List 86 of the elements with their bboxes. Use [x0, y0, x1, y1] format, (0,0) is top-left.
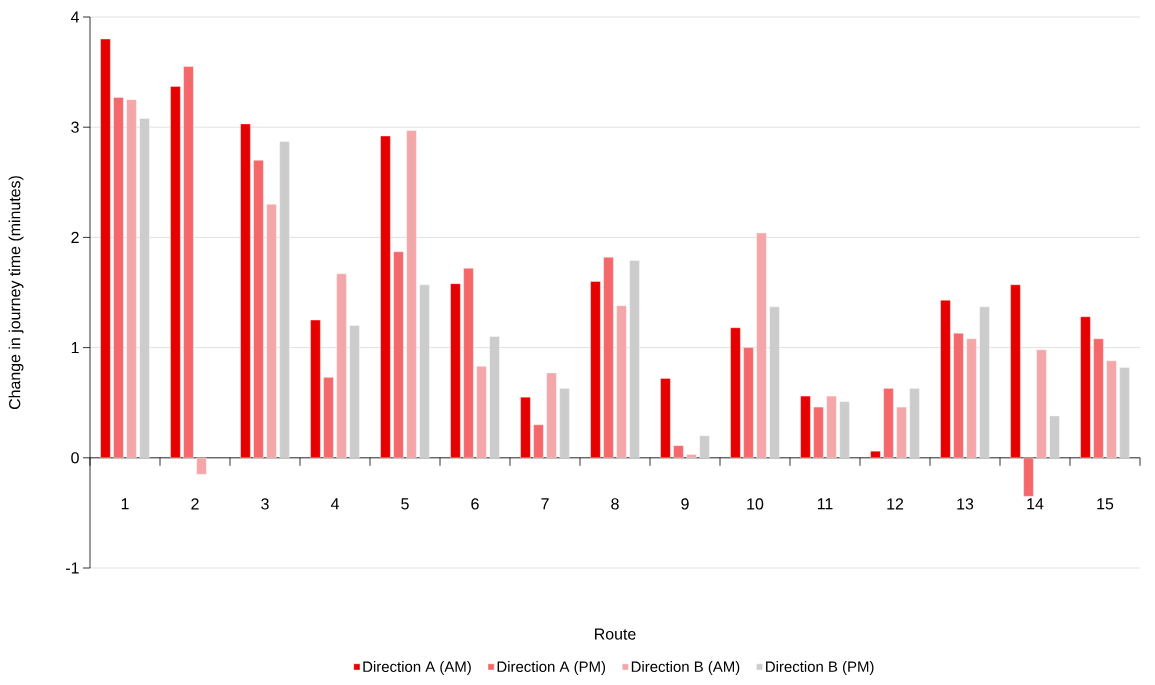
bar [1119, 367, 1130, 458]
legend-label: Direction B (PM) [766, 661, 874, 675]
bar [839, 401, 850, 458]
x-tick-label: 9 [681, 498, 689, 510]
bar [966, 338, 977, 458]
bar [896, 406, 907, 458]
x-tick-label: 10 [747, 498, 764, 510]
bar [629, 260, 640, 458]
bar [559, 388, 570, 458]
bar [673, 445, 684, 458]
bar [450, 283, 461, 458]
x-tick-label: 11 [817, 498, 833, 510]
bar [603, 257, 614, 458]
bar [139, 118, 150, 458]
bar [380, 135, 391, 458]
bar [883, 388, 894, 458]
bar [616, 305, 627, 458]
bar [940, 300, 951, 458]
bar [826, 395, 837, 458]
bar [1080, 316, 1091, 458]
x-tick-label: 4 [330, 498, 339, 510]
bar [279, 141, 290, 458]
bar [743, 347, 754, 458]
x-tick-label: 15 [1097, 498, 1114, 510]
bar [590, 281, 601, 458]
y-tick-label: 3 [71, 121, 79, 133]
bar [126, 99, 137, 458]
y-tick-label: 4 [70, 11, 80, 23]
bar [769, 306, 780, 458]
y-tick-label: 0 [71, 452, 79, 464]
bar [979, 306, 990, 458]
bar [870, 450, 881, 458]
bar [196, 457, 207, 475]
x-axis-title: Route [595, 628, 636, 640]
bar [800, 395, 811, 458]
x-tick-label: 7 [541, 498, 549, 510]
y-tick-label: 1 [71, 342, 79, 354]
y-tick-label: 2 [71, 231, 79, 243]
bar [266, 204, 277, 458]
bar [1106, 360, 1117, 458]
bar [909, 388, 920, 458]
x-tick-label: 6 [471, 498, 479, 510]
bar [686, 454, 697, 458]
bar [660, 378, 671, 458]
bar [813, 406, 824, 458]
bar [336, 273, 347, 458]
bar [1036, 349, 1047, 458]
bar [393, 251, 404, 458]
bar [253, 160, 264, 458]
bar [349, 325, 360, 458]
bar [1010, 284, 1021, 458]
bar [489, 336, 500, 458]
y-tick-label: -1 [66, 562, 79, 574]
x-tick-label: 12 [887, 498, 904, 510]
bar [406, 130, 417, 458]
bar [170, 86, 181, 458]
bar [113, 97, 124, 458]
bar [533, 424, 544, 458]
legend-label: Direction A (PM) [497, 661, 606, 675]
bar [463, 268, 474, 458]
bar [240, 123, 251, 458]
x-tick-label: 13 [957, 498, 974, 510]
bar [699, 435, 710, 458]
x-tick-label: 1 [121, 498, 129, 510]
x-tick-label: 2 [191, 498, 199, 510]
bar [756, 232, 767, 458]
bar [1093, 338, 1104, 458]
bar [520, 396, 531, 458]
bar [100, 38, 111, 458]
bar [419, 284, 430, 458]
legend-label: Direction B (AM) [631, 661, 740, 675]
x-tick-label: 3 [261, 498, 269, 510]
bar [310, 319, 321, 458]
bar [1023, 457, 1034, 497]
x-tick-label: 14 [1027, 498, 1044, 510]
bar [476, 366, 487, 458]
bar [730, 327, 741, 458]
bar [183, 66, 194, 458]
bar [546, 372, 557, 458]
bar [323, 377, 334, 458]
x-tick-label: 5 [401, 498, 409, 510]
bar [953, 333, 964, 458]
x-tick-label: 8 [611, 498, 619, 510]
legend-label: Direction A (AM) [363, 661, 471, 675]
y-axis-title: Change in journey time (minutes) [8, 176, 24, 410]
bar [1049, 415, 1060, 458]
